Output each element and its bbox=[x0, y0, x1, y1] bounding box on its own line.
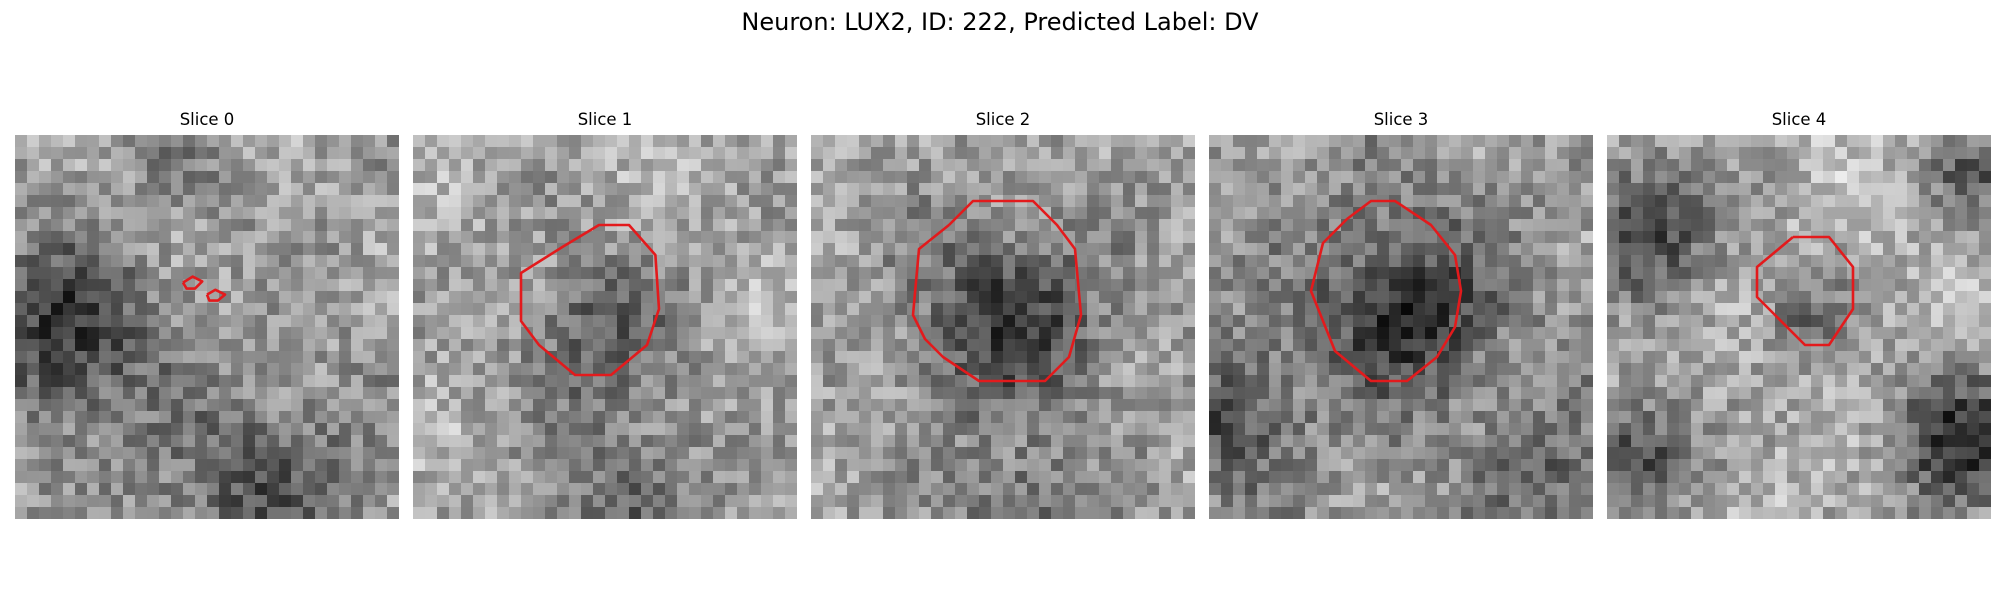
slice-title: Slice 1 bbox=[577, 110, 633, 129]
image-pixels bbox=[15, 135, 399, 519]
slice-panel-2: Slice 2 bbox=[811, 109, 1195, 519]
slice-title: Slice 3 bbox=[1373, 110, 1429, 129]
segmentation-contour bbox=[205, 288, 227, 302]
slice-panel-1: Slice 1 bbox=[413, 109, 797, 519]
slice-image bbox=[811, 135, 1195, 519]
image-pixels bbox=[811, 135, 1195, 519]
slice-title: Slice 0 bbox=[179, 110, 235, 129]
slice-image bbox=[1209, 135, 1593, 519]
slice-panel-4: Slice 4 bbox=[1607, 109, 1991, 519]
segmentation-contour bbox=[1309, 199, 1463, 383]
slice-panel-3: Slice 3 bbox=[1209, 109, 1593, 519]
segmentation-contour bbox=[519, 223, 661, 377]
slice-panel-0: Slice 0 bbox=[15, 109, 399, 519]
slice-image bbox=[15, 135, 399, 519]
image-pixels bbox=[1607, 135, 1991, 519]
segmentation-contour bbox=[181, 275, 204, 290]
image-pixels bbox=[1209, 135, 1593, 519]
image-pixels bbox=[413, 135, 797, 519]
slice-image bbox=[413, 135, 797, 519]
slice-title: Slice 2 bbox=[975, 110, 1031, 129]
segmentation-contour bbox=[1755, 235, 1855, 347]
slice-image bbox=[1607, 135, 1991, 519]
slice-title: Slice 4 bbox=[1771, 110, 1827, 129]
segmentation-contour bbox=[911, 199, 1083, 383]
figure-title: Neuron: LUX2, ID: 222, Predicted Label: … bbox=[741, 8, 1259, 36]
